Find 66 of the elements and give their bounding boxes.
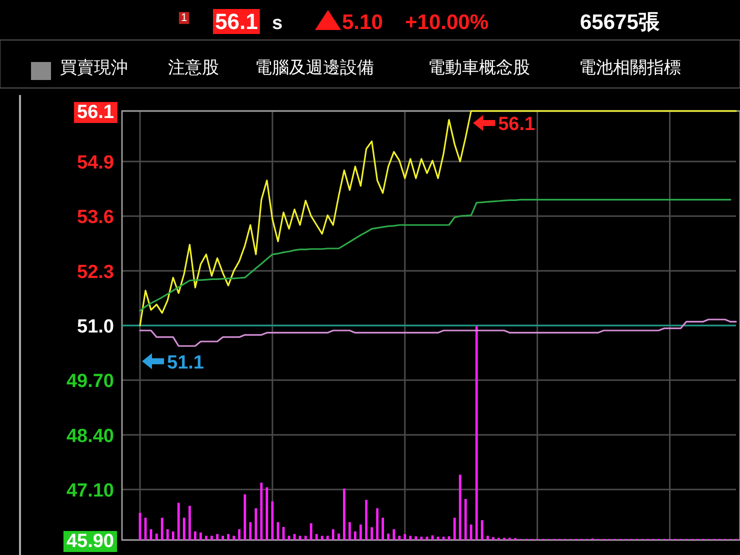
- bar: [238, 529, 240, 540]
- bar: [320, 536, 324, 540]
- bar: [492, 537, 494, 540]
- y-tick-label: 47.10: [66, 480, 114, 502]
- bar: [392, 529, 396, 540]
- bar: [232, 536, 235, 540]
- bar: [458, 474, 462, 540]
- bar: [348, 522, 351, 540]
- y-tick-label: 51.0: [77, 316, 114, 338]
- bar: [205, 536, 208, 540]
- bar: [360, 524, 362, 540]
- bar: [222, 536, 224, 540]
- y-tick-label: 54.9: [77, 152, 114, 174]
- bar: [182, 518, 186, 540]
- bar: [475, 326, 478, 540]
- bar: [354, 531, 356, 540]
- bar: [216, 534, 218, 540]
- bar: [304, 536, 307, 540]
- bar: [188, 506, 191, 540]
- bar: [332, 529, 334, 540]
- bar: [266, 487, 268, 540]
- bar: [376, 508, 378, 540]
- bar: [155, 534, 158, 540]
- y-tick-label: 53.6: [77, 207, 114, 228]
- bar: [227, 534, 230, 540]
- y-tick-label: 56.1: [77, 102, 114, 123]
- bar: [315, 534, 318, 540]
- bar: [271, 501, 274, 540]
- bar: [249, 522, 252, 540]
- bar: [194, 531, 196, 540]
- y-tick-label: 45.90: [66, 531, 114, 552]
- y-tick-label: 52.3: [77, 262, 114, 283]
- y-tick-label: 48.40: [66, 426, 114, 447]
- bar: [486, 536, 489, 540]
- bar: [172, 531, 174, 540]
- y-tick-label: 49.70: [66, 371, 114, 392]
- bar: [453, 518, 456, 540]
- annotation: 56.1: [498, 114, 536, 135]
- bar: [166, 529, 169, 540]
- bar: [387, 534, 390, 540]
- bar: [414, 536, 418, 540]
- bar: [326, 536, 329, 540]
- bar: [343, 488, 346, 540]
- bar: [420, 536, 423, 540]
- bar: [370, 527, 373, 540]
- bar: [365, 500, 368, 540]
- bar: [260, 482, 263, 540]
- bar: [398, 536, 401, 540]
- bar: [404, 534, 406, 540]
- line-series: [139, 110, 737, 326]
- bar: [200, 532, 202, 540]
- bar: [480, 520, 484, 540]
- line-series: [139, 198, 732, 312]
- header: 1 56.1 s 5.10 +10.00% 65675張 買賣現沖 注意股 電腦及週邊設備 電動車概念股 電池相關指標: [0, 9, 740, 88]
- bar: [210, 536, 213, 540]
- bar: [310, 523, 312, 540]
- bar: [254, 508, 258, 540]
- annotation: 51.1: [167, 352, 204, 374]
- bar: [382, 518, 384, 540]
- bar: [160, 518, 164, 540]
- bar: [244, 494, 246, 540]
- bar: [464, 498, 467, 540]
- bar: [470, 524, 472, 540]
- bar: [177, 502, 180, 540]
- bar: [338, 534, 340, 540]
- bar: [409, 536, 412, 540]
